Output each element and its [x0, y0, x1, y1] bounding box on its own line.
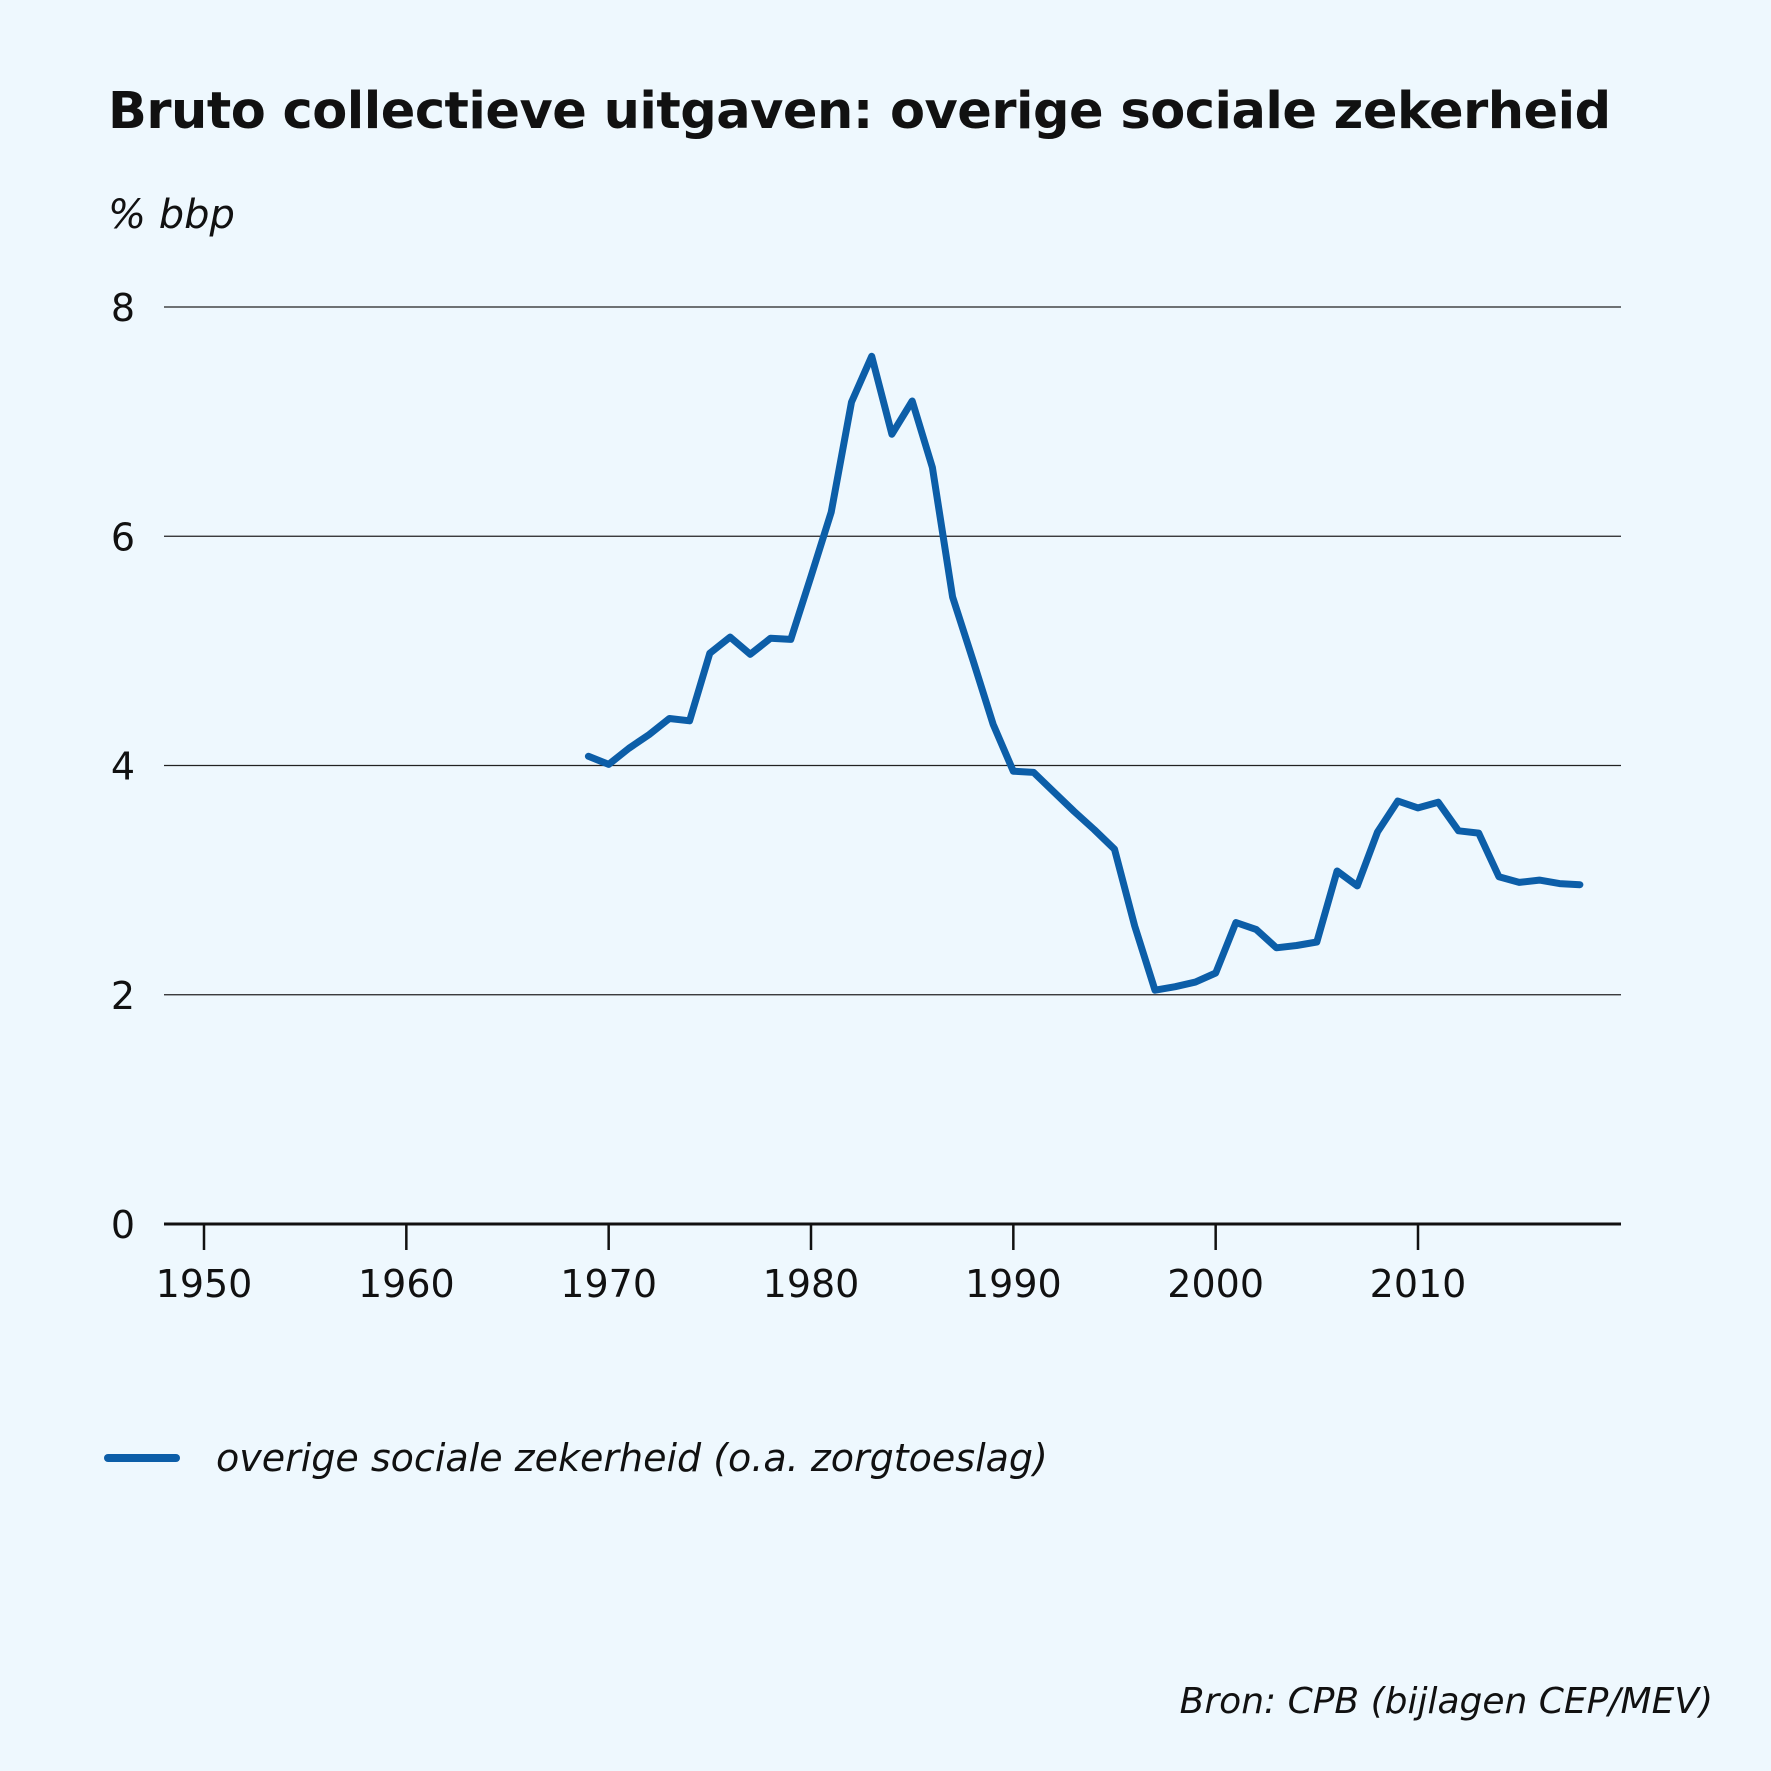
source-note: Bron: CPB (bijlagen CEP/MEV) — [1179, 1681, 1713, 1722]
x-tick-label-1960: 1960 — [358, 1262, 455, 1306]
legend-label: overige sociale zekerheid (o.a. zorgtoes… — [216, 1436, 1048, 1480]
y-tick-label-0: 0 — [111, 1203, 135, 1247]
y-axis-unit-label: % bbp — [108, 192, 235, 238]
y-tick-label-2: 2 — [111, 974, 135, 1018]
x-tick-label-1990: 1990 — [965, 1262, 1062, 1306]
y-tick-label-6: 6 — [111, 515, 135, 559]
chart-title: Bruto collectieve uitgaven: overige soci… — [108, 82, 1611, 141]
y-tick-label-8: 8 — [111, 286, 135, 330]
y-tick-label-4: 4 — [111, 745, 135, 789]
legend-swatch — [104, 1454, 180, 1462]
x-axis: 1950 1960 1970 1980 1990 2000 2010 — [156, 1222, 1621, 1306]
gridlines — [164, 306, 1621, 996]
x-tick-label-1970: 1970 — [560, 1262, 657, 1306]
series-lines — [584, 352, 1584, 994]
x-tick-label-1980: 1980 — [763, 1262, 860, 1306]
y-axis: 0 2 4 6 8 — [111, 286, 135, 1247]
legend: overige sociale zekerheid (o.a. zorgtoes… — [104, 1436, 1048, 1480]
x-tick-label-1950: 1950 — [156, 1262, 253, 1306]
x-tick-label-2000: 2000 — [1167, 1262, 1264, 1306]
series-line-0 — [584, 352, 1584, 994]
x-tick-label-2010: 2010 — [1370, 1262, 1467, 1306]
